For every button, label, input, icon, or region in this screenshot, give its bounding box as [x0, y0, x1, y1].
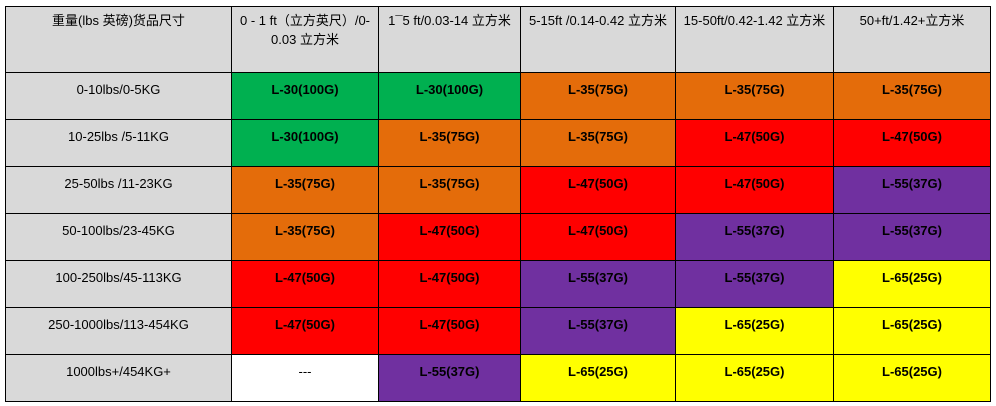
- rate-cell: L-47(50G): [520, 213, 676, 261]
- rate-cell: L-55(37G): [520, 307, 676, 355]
- table-row: 0-10lbs/0-5KG L-30(100G) L-30(100G) L-35(75…: [5, 72, 991, 120]
- rate-cell: L-65(25G): [675, 354, 834, 402]
- rate-cell: L-35(75G): [833, 72, 991, 120]
- rate-cell: L-65(25G): [833, 307, 991, 355]
- rate-cell: L-55(37G): [520, 260, 676, 308]
- rate-cell: L-55(37G): [378, 354, 521, 402]
- header-cell: 1¯5 ft/0.03-14 立方米: [378, 6, 521, 73]
- rate-cell: ---: [231, 354, 379, 402]
- header-cell: 0 - 1 ft（立方英尺）/0-0.03 立方米: [231, 6, 379, 73]
- rate-cell: L-30(100G): [231, 72, 379, 120]
- rate-cell: L-55(37G): [675, 260, 834, 308]
- rate-cell: L-47(50G): [675, 119, 834, 167]
- row-header: 100-250lbs/45-113KG: [5, 260, 232, 308]
- rate-cell: L-65(25G): [833, 354, 991, 402]
- row-header: 250-1000lbs/113-454KG: [5, 307, 232, 355]
- shipping-size-weight-table: 重量(lbs 英磅)货品尺寸 0 - 1 ft（立方英尺）/0-0.03 立方米 1…: [5, 6, 991, 402]
- rate-cell: L-35(75G): [231, 166, 379, 214]
- rate-cell: L-35(75G): [378, 119, 521, 167]
- header-cell: 50+ft/1.42+立方米: [833, 6, 991, 73]
- rate-cell: L-65(25G): [520, 354, 676, 402]
- rate-cell: L-65(25G): [675, 307, 834, 355]
- table-row: 10-25lbs /5-11KG L-30(100G) L-35(75G) L-35(…: [5, 119, 991, 167]
- table-row: 25-50lbs /11-23KG L-35(75G) L-35(75G) L-47(…: [5, 166, 991, 214]
- rate-cell: L-30(100G): [231, 119, 379, 167]
- row-header: 1000lbs+/454KG+: [5, 354, 232, 402]
- rate-cell: L-47(50G): [675, 166, 834, 214]
- rate-cell: L-47(50G): [231, 260, 379, 308]
- rate-cell: L-65(25G): [833, 260, 991, 308]
- rate-cell: L-30(100G): [378, 72, 521, 120]
- row-header: 25-50lbs /11-23KG: [5, 166, 232, 214]
- rate-cell: L-35(75G): [378, 166, 521, 214]
- table-row: 250-1000lbs/113-454KG L-47(50G) L-47(50G) L…: [5, 307, 991, 355]
- rate-cell: L-35(75G): [675, 72, 834, 120]
- table-row: 50-100lbs/23-45KG L-35(75G) L-47(50G) L-47(…: [5, 213, 991, 261]
- table-row: 100-250lbs/45-113KG L-47(50G) L-47(50G) L-5…: [5, 260, 991, 308]
- row-header: 10-25lbs /5-11KG: [5, 119, 232, 167]
- rate-cell: L-47(50G): [833, 119, 991, 167]
- rate-cell: L-47(50G): [520, 166, 676, 214]
- rate-cell: L-55(37G): [833, 213, 991, 261]
- rate-cell: L-35(75G): [520, 72, 676, 120]
- row-header: 50-100lbs/23-45KG: [5, 213, 232, 261]
- header-cell: 重量(lbs 英磅)货品尺寸: [5, 6, 232, 73]
- rate-cell: L-47(50G): [378, 307, 521, 355]
- rate-cell: L-55(37G): [675, 213, 834, 261]
- rate-cell: L-35(75G): [520, 119, 676, 167]
- table-row: 1000lbs+/454KG+ --- L-55(37G) L-65(25G) L-65…: [5, 354, 991, 402]
- header-row: 重量(lbs 英磅)货品尺寸 0 - 1 ft（立方英尺）/0-0.03 立方米 1…: [5, 6, 991, 73]
- rate-cell: L-35(75G): [231, 213, 379, 261]
- header-cell: 5-15ft /0.14-0.42 立方米: [520, 6, 676, 73]
- rate-cell: L-55(37G): [833, 166, 991, 214]
- rate-cell: L-47(50G): [378, 260, 521, 308]
- rate-cell: L-47(50G): [231, 307, 379, 355]
- rate-cell: L-47(50G): [378, 213, 521, 261]
- header-cell: 15-50ft/0.42-1.42 立方米: [675, 6, 834, 73]
- row-header: 0-10lbs/0-5KG: [5, 72, 232, 120]
